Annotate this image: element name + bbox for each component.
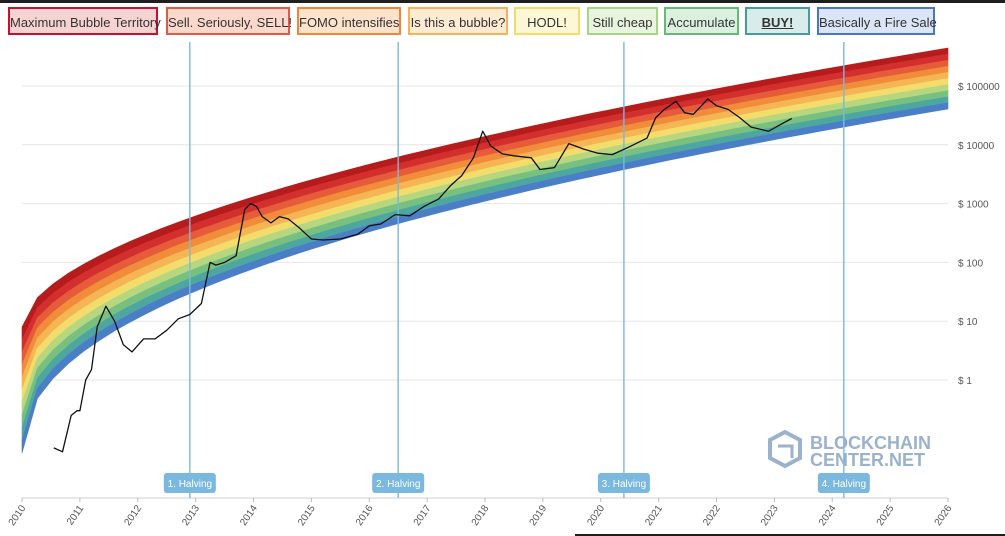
watermark: BLOCKCHAIN CENTER.NET: [768, 429, 931, 470]
x-tick-label: 2016: [354, 503, 376, 528]
top-border: [0, 0, 1005, 3]
x-tick-label: 2010: [7, 503, 29, 528]
x-axis-ticks: 2010 2011 2012 2013 2014 2015 2016 2017 2018 2019…: [7, 498, 955, 528]
legend-item[interactable]: Sell. Seriously, SELL!: [166, 7, 292, 35]
legend-item[interactable]: Accumulate: [664, 7, 739, 35]
y-tick-label: $ 1: [958, 376, 972, 387]
legend-item[interactable]: Is this a bubble?: [408, 7, 508, 35]
x-tick-label: 2017: [412, 503, 434, 528]
legend-item[interactable]: HODL!: [514, 7, 580, 35]
y-tick-label: $ 100: [958, 258, 983, 269]
price-series: [53, 98, 793, 453]
legend-item[interactable]: FOMO intensifies: [297, 7, 401, 35]
halving-label: 3. Halving: [602, 479, 646, 490]
legend-item[interactable]: Still cheap: [587, 7, 658, 35]
halving-label-box: [163, 473, 216, 493]
bottom-border: [575, 534, 1005, 536]
x-tick-label: 2022: [701, 503, 723, 528]
halving-markers: 1. Halving 2. Halving 3. Halving 4. Halving: [163, 42, 870, 498]
legend-item[interactable]: Maximum Bubble Territory: [8, 7, 161, 35]
watermark-line2: CENTER.NET: [810, 450, 925, 470]
x-tick-label: 2026: [933, 503, 955, 528]
watermark-logo-icon: [768, 429, 802, 469]
legend-item[interactable]: Basically a Fire Sale: [817, 7, 937, 35]
x-tick-label: 2018: [470, 503, 492, 528]
halving-label-box: [817, 473, 870, 493]
x-tick-label: 2014: [238, 503, 260, 528]
band-legend: Maximum Bubble Territory Sell. Seriously,…: [0, 7, 1005, 39]
halving-label: 2. Halving: [376, 479, 420, 490]
halving-label-box: [597, 473, 650, 493]
y-tick-label: $ 100000: [958, 82, 1000, 93]
rainbow-bands: [21, 47, 949, 454]
halving-label: 1. Halving: [168, 479, 212, 490]
watermark-line1: BLOCKCHAIN: [810, 433, 931, 453]
x-tick-label: 2021: [643, 503, 665, 528]
x-tick-label: 2013: [180, 503, 202, 528]
halving-label: 4. Halving: [822, 479, 866, 490]
y-tick-label: $ 10000: [958, 141, 995, 152]
x-tick-label: 2023: [759, 503, 781, 528]
x-tick-label: 2011: [65, 503, 87, 527]
rainbow-band: [21, 102, 949, 454]
price-line: [53, 98, 793, 453]
x-tick-label: 2019: [528, 503, 550, 528]
x-tick-label: 2025: [875, 503, 897, 528]
x-tick-label: 2015: [296, 503, 318, 528]
x-tick-label: 2020: [585, 503, 607, 528]
halving-label-box: [372, 473, 425, 493]
x-tick-label: 2012: [122, 503, 144, 528]
y-tick-label: $ 1000: [958, 200, 989, 211]
legend-item[interactable]: BUY!: [745, 7, 810, 35]
y-axis-ticks: $ 1 $ 10 $ 100 $ 1000 $ 10000 $ 100000: [958, 82, 1000, 387]
y-tick-label: $ 10: [958, 317, 978, 328]
x-tick-label: 2024: [817, 503, 839, 528]
